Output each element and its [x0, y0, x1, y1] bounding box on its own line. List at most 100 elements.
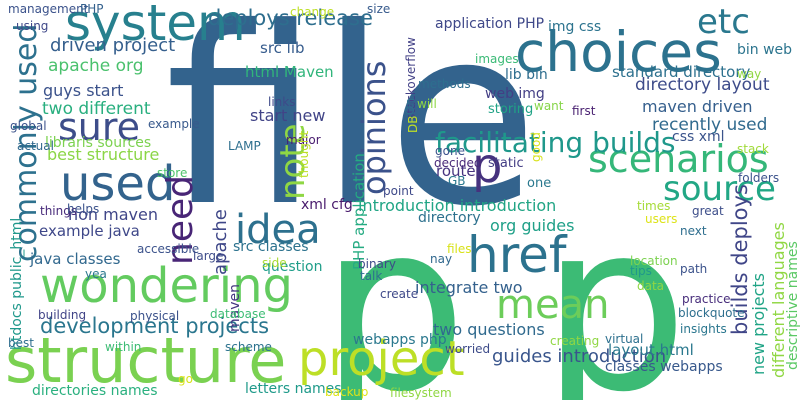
word-60: java classes — [30, 250, 121, 268]
word-23: guides introduction — [492, 346, 667, 367]
word-116: scheme — [225, 340, 272, 354]
word-131: On — [403, 97, 417, 115]
word-42: application PHP — [435, 16, 545, 32]
word-9: source — [663, 169, 776, 209]
word-128: way — [737, 67, 762, 81]
word-103: gone — [435, 144, 465, 158]
word-111: side — [262, 256, 287, 270]
word-33: start new — [250, 106, 326, 125]
word-19: p — [472, 138, 503, 194]
word-77: path — [680, 262, 708, 276]
word-124: want — [534, 99, 564, 113]
word-110: large — [193, 249, 224, 263]
word-66: directories names — [32, 383, 158, 399]
word-21: deploys release — [208, 6, 373, 30]
word-99: major — [286, 133, 321, 147]
word-30: guys start — [43, 81, 124, 100]
word-76: backup — [325, 385, 369, 399]
word-64: libraris sources — [45, 135, 152, 151]
word-68: route — [436, 162, 476, 180]
word-51: two questions — [433, 320, 545, 339]
word-62: src classes — [233, 239, 309, 255]
word-120: creating — [550, 334, 600, 348]
word-3: structure — [5, 324, 287, 397]
word-92: change — [290, 5, 335, 19]
word-104: decided — [434, 156, 482, 170]
word-95: images — [475, 52, 519, 66]
word-35: maven driven — [642, 97, 753, 116]
word-28: best structure — [47, 145, 160, 164]
word-107: helps — [67, 202, 100, 216]
word-57: descriptive names — [785, 241, 800, 370]
word-41: img css — [548, 19, 602, 35]
word-36: recently used — [652, 115, 768, 135]
word-117: best — [8, 336, 34, 350]
word-118: create — [380, 287, 419, 301]
word-109: accessible — [137, 242, 200, 256]
word-87: folders — [738, 171, 780, 185]
word-25: directory layout — [635, 75, 770, 95]
word-100: global — [10, 119, 47, 133]
word-32: src lib — [260, 39, 305, 57]
word-27: apache org — [48, 56, 144, 76]
word-34: apache — [210, 209, 231, 275]
word-49: directory — [418, 210, 481, 226]
word-88: stack — [737, 142, 769, 156]
word-43: web img — [485, 86, 545, 102]
word-46: introduction introduction — [358, 196, 557, 215]
word-1: p p — [320, 173, 689, 400]
word-37: standard directory — [612, 63, 751, 81]
word-71: binary — [358, 257, 396, 271]
word-98: LAMP — [228, 139, 261, 153]
word-2: choices — [515, 20, 722, 84]
word-70: static — [488, 156, 524, 171]
word-31: html Maven — [245, 63, 334, 81]
word-59: example java — [39, 222, 140, 240]
word-48: xml cfg — [301, 197, 353, 213]
word-69: one — [527, 176, 552, 191]
word-72: talk — [360, 269, 383, 283]
word-39: lib bin — [505, 67, 548, 83]
word-108: store — [157, 166, 188, 180]
word-130: DB — [406, 115, 420, 133]
word-53: layout html — [608, 341, 694, 359]
word-16: etc — [697, 2, 750, 42]
word-105: point — [383, 184, 414, 198]
word-81: practice — [682, 292, 731, 306]
word-112: files — [447, 242, 472, 256]
word-6: project — [298, 331, 465, 387]
word-54: classes webapps — [605, 359, 723, 375]
word-65: letters names — [245, 381, 342, 397]
word-10: href — [467, 226, 567, 284]
word-114: building — [38, 308, 87, 322]
word-102: example — [148, 117, 200, 131]
word-73: nay — [430, 252, 453, 266]
word-26: driven project — [50, 35, 176, 56]
word-93: size — [367, 2, 391, 16]
word-22: development projects — [40, 314, 270, 338]
word-132: GB — [448, 174, 466, 188]
word-29: two different — [42, 99, 151, 119]
word-75: database — [210, 307, 266, 321]
word-83: tips — [630, 264, 652, 278]
word-67: htdocs public_html — [9, 217, 25, 350]
word-122: thought — [297, 130, 311, 178]
word-79: insights — [680, 322, 727, 336]
word-126: users — [645, 212, 678, 226]
word-123: good — [529, 132, 543, 162]
word-113: yea — [85, 267, 107, 281]
word-129: will — [417, 97, 437, 111]
word-0: file — [165, 0, 539, 260]
word-45: storing — [488, 102, 534, 117]
word-8: scenarios — [588, 137, 769, 181]
word-80: blockquote — [678, 306, 745, 320]
word-115: physical — [130, 309, 180, 323]
word-47: org guides — [490, 216, 575, 235]
word-133: go — [178, 372, 193, 386]
word-38: css xml — [672, 129, 725, 145]
word-106: things — [40, 204, 78, 218]
word-74: within — [105, 340, 142, 354]
word-86: first — [572, 104, 596, 118]
word-78: next — [680, 224, 707, 238]
